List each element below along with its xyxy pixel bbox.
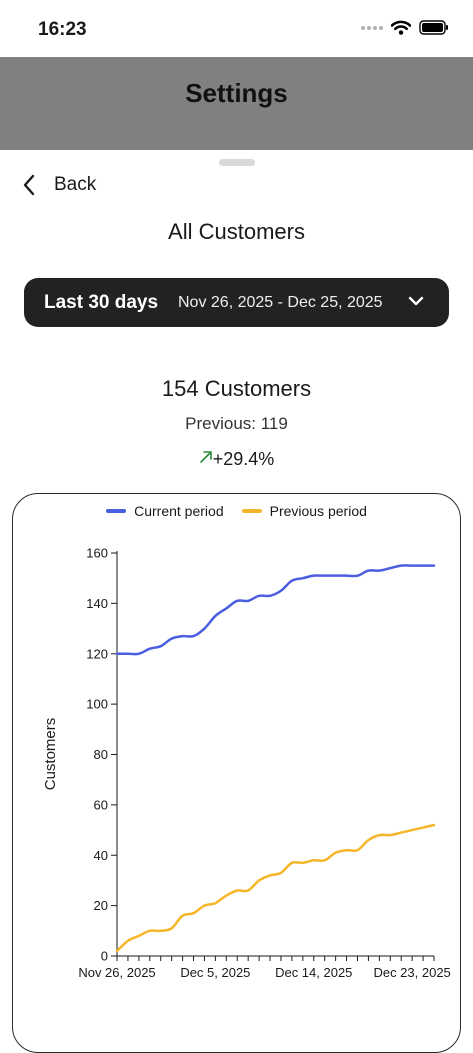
back-label: Back — [54, 174, 97, 195]
y-tick-label: 60 — [94, 797, 108, 812]
date-range-dates: Nov 26, 2025 - Dec 25, 2025 — [178, 294, 383, 311]
chevron-down-icon — [408, 296, 424, 306]
header-title: Settings — [185, 78, 288, 108]
chart-legend: Current period Previous period — [0, 503, 473, 519]
previous-count: Previous: 119 — [185, 414, 288, 433]
legend-label-current: Current period — [134, 503, 224, 519]
customers-line-chart: 0 20 40 60 80 100 120 140 160 Nov 26, 2025 Dec 5, … — [42, 546, 451, 981]
series-line-previous — [115, 823, 436, 953]
legend-swatch-previous — [241, 509, 262, 513]
date-range-label: Last 30 days — [44, 292, 159, 313]
series-line-current — [115, 564, 436, 656]
y-tick-label: 40 — [94, 848, 108, 863]
y-axis-title: Customers — [42, 718, 59, 791]
x-tick-label: Dec 5, 2025 — [180, 965, 250, 980]
page-title: All Customers — [168, 219, 305, 244]
x-tick-label: Dec 23, 2025 — [373, 965, 450, 980]
status-bar: 16:23 — [0, 0, 473, 57]
settings-header — [0, 57, 473, 150]
trend-up-icon — [199, 451, 212, 463]
x-tick-label: Dec 14, 2025 — [275, 965, 352, 980]
y-tick-label: 100 — [86, 697, 108, 712]
status-time: 16:23 — [38, 19, 87, 40]
date-range-selector[interactable]: Last 30 days Nov 26, 2025 - Dec 25, 2025 — [24, 278, 449, 327]
y-tick-label: 20 — [94, 898, 108, 913]
signal-icon — [361, 25, 383, 30]
status-icons — [361, 20, 449, 35]
legend-label-previous: Previous period — [269, 503, 367, 519]
legend-item-previous[interactable]: Previous period — [241, 503, 367, 519]
battery-icon — [419, 20, 448, 35]
y-tick-label: 0 — [101, 949, 108, 964]
customer-count: 154 Customers — [161, 376, 312, 401]
y-tick-label: 160 — [86, 546, 108, 561]
wifi-icon — [391, 20, 411, 35]
y-tick-label: 80 — [94, 747, 108, 762]
x-tick-label: Nov 26, 2025 — [78, 965, 155, 980]
y-tick-label: 120 — [86, 646, 108, 661]
legend-item-current[interactable]: Current period — [106, 503, 224, 519]
change-percent: +29.4% — [212, 449, 275, 469]
y-tick-label: 140 — [86, 596, 108, 611]
back-button[interactable]: Back — [22, 171, 96, 199]
legend-swatch-current — [106, 509, 127, 513]
change-indicator: +29.4% — [0, 449, 473, 470]
sheet-grabber[interactable] — [219, 159, 255, 166]
chevron-left-icon — [23, 174, 35, 196]
